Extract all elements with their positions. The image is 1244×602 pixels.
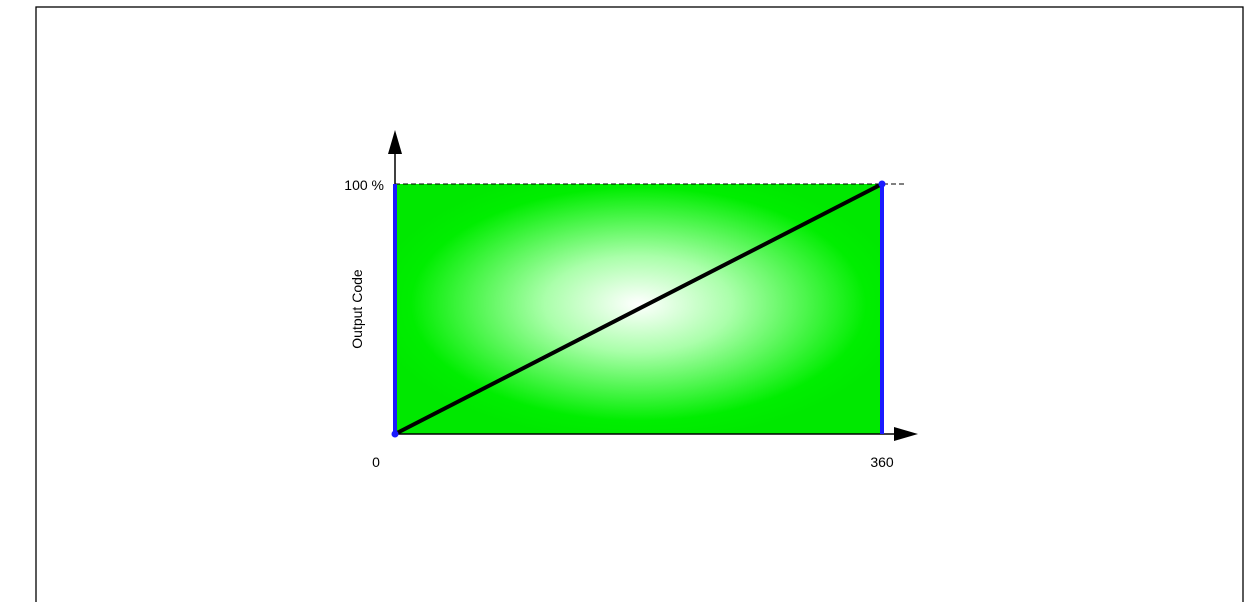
series-point-1	[878, 180, 886, 188]
y-tick-label-max: 100 %	[344, 177, 384, 193]
x-axis-arrow-icon	[894, 427, 918, 441]
y-axis-label: Output Code	[349, 269, 365, 349]
y-axis-arrow-icon	[388, 130, 402, 154]
figure-border	[35, 6, 1244, 602]
output-code-series-line	[394, 182, 883, 436]
x-tick-label-min: 0	[372, 454, 380, 470]
x-tick-label-max: 360	[870, 454, 894, 470]
series-point-0	[391, 430, 399, 438]
